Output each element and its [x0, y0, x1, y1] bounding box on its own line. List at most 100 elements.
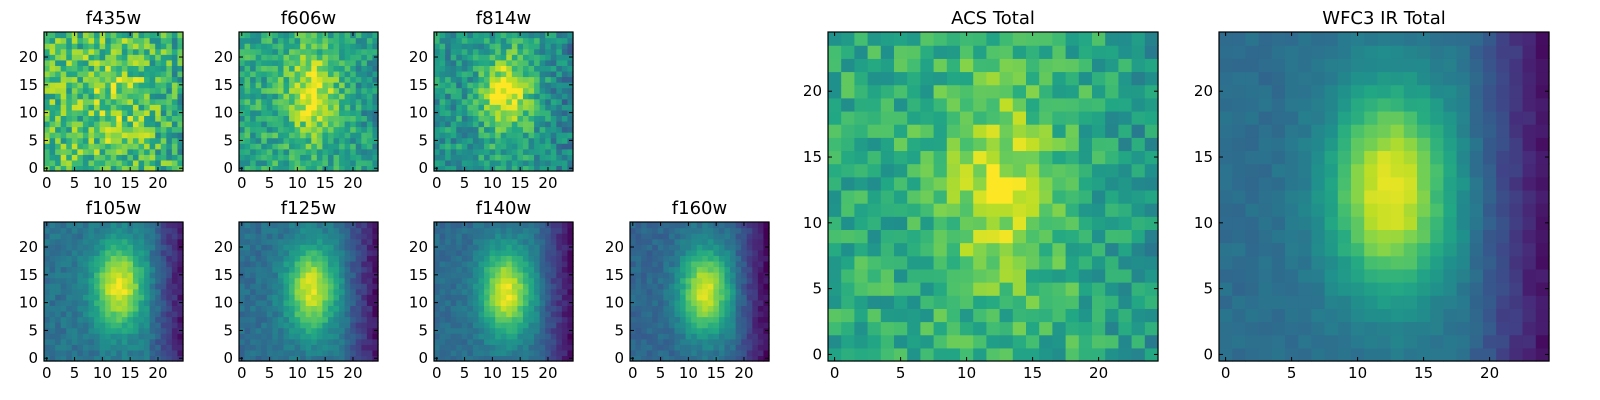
heatmap-cell [283, 165, 290, 172]
heatmap-cell [696, 344, 703, 351]
heatmap-cell [450, 299, 457, 306]
heatmap-cell [724, 288, 731, 295]
heatmap-cell [99, 154, 106, 161]
heatmap-cell [880, 255, 895, 270]
heatmap-cell [344, 159, 351, 167]
heatmap-cell [663, 349, 670, 357]
heatmap-cell [1118, 295, 1133, 309]
heatmap-cell [60, 104, 67, 111]
heatmap-cell [177, 98, 184, 105]
x-tick-label: 10 [288, 174, 307, 192]
heatmap-cell [495, 233, 502, 240]
heatmap-cell [730, 310, 737, 318]
heatmap-cell [49, 249, 56, 256]
heatmap-cell [539, 104, 546, 111]
heatmap-cell [450, 260, 457, 268]
heatmap-cell [707, 327, 714, 334]
heatmap-cell [77, 70, 84, 78]
heatmap-cell [305, 54, 312, 61]
heatmap-cell [472, 137, 480, 144]
heatmap-cell [757, 333, 765, 340]
heatmap-cell [484, 222, 491, 229]
heatmap-cell [511, 126, 518, 133]
heatmap-cell [517, 283, 524, 290]
heatmap-cell [344, 349, 351, 357]
heatmap-cell [361, 93, 368, 100]
heatmap-cell [646, 244, 653, 251]
heatmap-cell [467, 260, 474, 268]
heatmap-cell [652, 272, 659, 279]
heatmap-cell [66, 43, 73, 50]
heatmap-cell [116, 310, 123, 318]
heatmap-cell [144, 344, 151, 351]
heatmap-cell [355, 70, 362, 78]
heatmap-cell [973, 282, 987, 296]
heatmap-cell [534, 227, 541, 234]
heatmap-cell [110, 349, 117, 357]
heatmap-cell [160, 132, 167, 139]
heatmap-cell [973, 216, 987, 230]
heatmap-cell [522, 344, 530, 351]
heatmap-cell [730, 349, 737, 357]
heatmap-cell [144, 222, 151, 229]
heatmap-cell [339, 76, 346, 83]
heatmap-cell [327, 87, 335, 94]
heatmap-cell [702, 322, 709, 329]
heatmap-cell [456, 54, 463, 61]
heatmap-cell [567, 316, 574, 323]
heatmap-cell [478, 327, 485, 334]
heatmap-cell [456, 227, 463, 234]
heatmap-cell [854, 176, 869, 191]
heatmap-cell [461, 65, 468, 72]
heatmap-cell [88, 238, 95, 245]
heatmap-cell [735, 344, 742, 351]
heatmap-cell [545, 294, 552, 301]
heatmap-cell [66, 310, 73, 318]
heatmap-cell [311, 305, 318, 312]
heatmap-cell [461, 154, 468, 161]
heatmap-cell [752, 333, 759, 340]
heatmap-cell [99, 115, 106, 122]
heatmap-cell [495, 165, 502, 172]
heatmap-cell [550, 283, 557, 290]
heatmap-cell [1118, 229, 1133, 244]
heatmap-cell [239, 115, 246, 122]
heatmap-cell [696, 255, 703, 262]
heatmap-cell [316, 272, 323, 279]
heatmap-cell [506, 120, 513, 128]
heatmap-cell [545, 120, 552, 128]
heatmap-cell [663, 260, 670, 268]
heatmap-cell [439, 260, 446, 268]
heatmap-cell [1144, 295, 1159, 309]
heatmap-cell [680, 272, 687, 279]
heatmap-cell [1118, 176, 1133, 191]
heatmap-cell [674, 327, 681, 334]
heatmap-cell [149, 316, 156, 323]
heatmap-cell [707, 260, 714, 268]
heatmap-cell [439, 266, 446, 273]
heatmap-cell [511, 120, 518, 128]
heatmap-cell [372, 338, 379, 345]
heatmap-cell [88, 322, 95, 329]
heatmap-cell [757, 277, 765, 284]
heatmap-cell [1131, 334, 1146, 349]
heatmap-cell [506, 277, 513, 284]
heatmap-cell [44, 126, 51, 133]
heatmap-cell [77, 82, 84, 89]
heatmap-cell [127, 154, 134, 161]
heatmap-cell [289, 333, 296, 340]
heatmap-cell [66, 143, 73, 150]
heatmap-cell [77, 260, 84, 268]
heatmap-cell [556, 54, 563, 61]
heatmap-cell [244, 132, 251, 139]
heatmap-cell [311, 222, 318, 229]
heatmap-cell [300, 159, 307, 167]
heatmap-cell [1144, 176, 1159, 191]
heatmap-cell [105, 32, 112, 39]
heatmap-cell [707, 310, 714, 318]
heatmap-cell [522, 59, 530, 66]
heatmap-cell [322, 283, 329, 290]
heatmap-cell [144, 154, 151, 161]
heatmap-cell [177, 266, 184, 273]
heatmap-cell [294, 344, 301, 351]
